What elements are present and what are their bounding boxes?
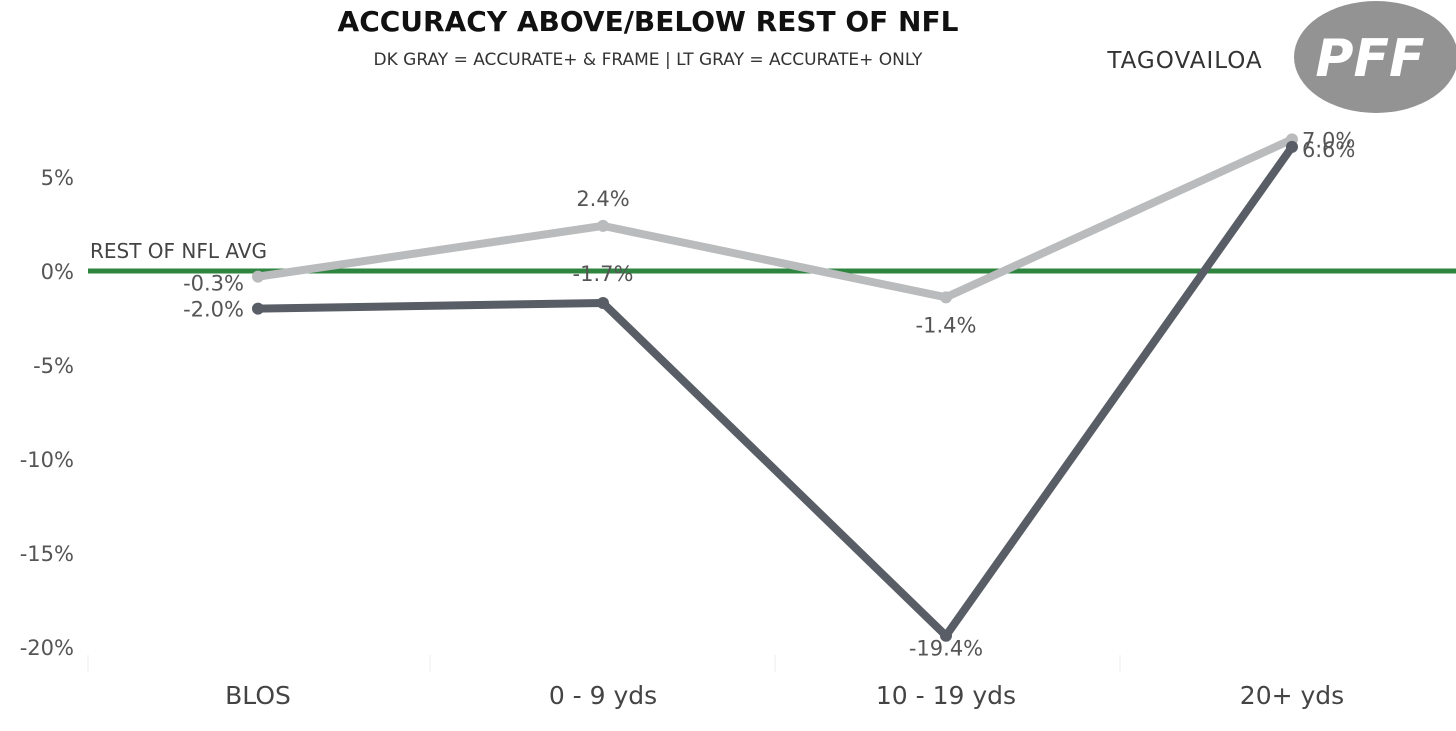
- y-tick-label: -20%: [20, 636, 74, 660]
- x-tick-label: 10 - 19 yds: [876, 681, 1016, 710]
- data-point-accurate_frame: [1286, 140, 1298, 153]
- data-label-accurate_only: 2.4%: [576, 187, 629, 211]
- x-tick-label: 20+ yds: [1240, 681, 1344, 710]
- y-tick-label: -10%: [20, 448, 74, 472]
- chart-title: ACCURACY ABOVE/BELOW REST OF NFL: [338, 5, 959, 38]
- series-layer: [252, 133, 1298, 642]
- data-label-accurate_frame: -1.7%: [573, 262, 634, 286]
- y-tick-label: 0%: [41, 260, 74, 284]
- x-tick-label: 0 - 9 yds: [549, 681, 657, 710]
- data-label-accurate_only: 7.0%: [1302, 128, 1355, 152]
- player-name: TAGOVAILOA: [1106, 48, 1262, 74]
- axis-layer: 5% 0% -5% -10% -15% -20% BLOS 0 - 9 yds 10 - 19 …: [20, 166, 1344, 710]
- data-point-accurate_frame: [252, 302, 264, 315]
- data-point-accurate_only: [252, 270, 264, 283]
- y-tick-label: -15%: [20, 542, 74, 566]
- data-label-layer: -0.3% 2.4% -1.4% 7.0% -2.0% -1.7% -19.4% 6.6%: [183, 128, 1355, 660]
- data-label-accurate_frame: 6.6%: [1302, 138, 1355, 162]
- y-tick-label: 5%: [41, 166, 74, 190]
- reference-layer: REST OF NFL AVG: [88, 239, 1456, 274]
- data-label-accurate_frame: -2.0%: [183, 298, 244, 322]
- data-point-accurate_only: [597, 219, 609, 232]
- data-point-accurate_frame: [597, 296, 609, 309]
- y-tick-label: -5%: [33, 354, 74, 378]
- data-point-accurate_frame: [940, 629, 952, 642]
- data-point-accurate_only: [940, 291, 952, 304]
- x-tick-label: BLOS: [225, 681, 291, 710]
- pff-logo: PFF: [1294, 1, 1456, 113]
- series-line-accurate_frame: [254, 142, 1296, 640]
- pff-logo-badge: [1294, 1, 1456, 113]
- reference-line-label: REST OF NFL AVG: [90, 239, 267, 263]
- series-line-accurate_only: [254, 135, 1296, 302]
- data-label-accurate_frame: -19.4%: [909, 637, 983, 661]
- chart-subtitle: DK GRAY = ACCURATE+ & FRAME | LT GRAY = …: [374, 50, 924, 70]
- data-label-accurate_only: -0.3%: [183, 272, 244, 296]
- pff-logo-text: PFF: [1315, 29, 1424, 89]
- data-label-accurate_only: -1.4%: [916, 313, 977, 337]
